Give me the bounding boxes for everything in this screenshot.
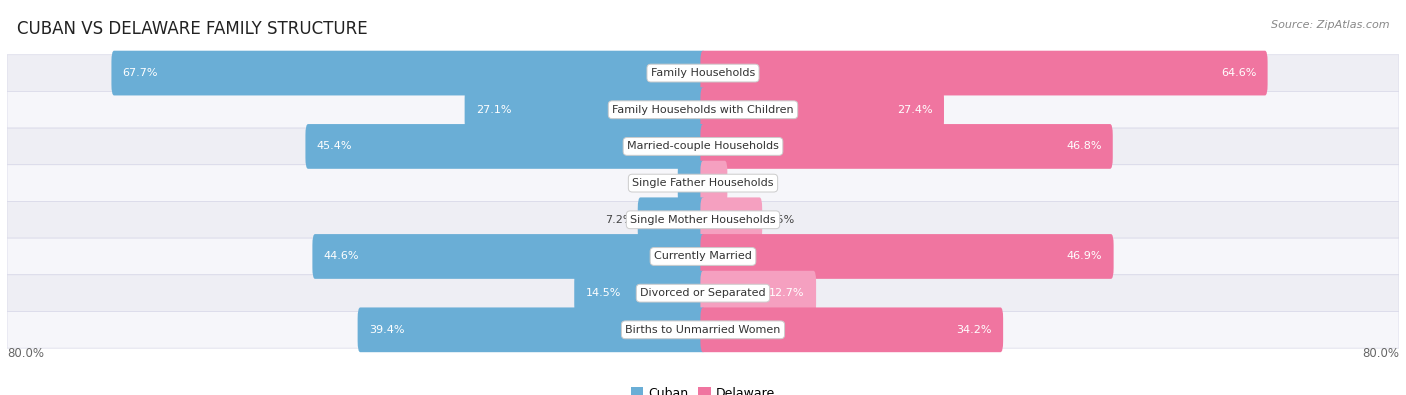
Text: Currently Married: Currently Married <box>654 252 752 261</box>
FancyBboxPatch shape <box>7 91 1399 128</box>
Legend: Cuban, Delaware: Cuban, Delaware <box>626 382 780 395</box>
Text: Family Households: Family Households <box>651 68 755 78</box>
FancyBboxPatch shape <box>7 55 1399 91</box>
FancyBboxPatch shape <box>7 128 1399 165</box>
Text: 27.4%: 27.4% <box>897 105 932 115</box>
FancyBboxPatch shape <box>7 238 1399 275</box>
Text: 2.5%: 2.5% <box>731 178 761 188</box>
Text: 64.6%: 64.6% <box>1220 68 1257 78</box>
FancyBboxPatch shape <box>700 124 1112 169</box>
Text: 80.0%: 80.0% <box>1362 347 1399 360</box>
FancyBboxPatch shape <box>700 307 1002 352</box>
Text: 12.7%: 12.7% <box>769 288 804 298</box>
Text: Single Mother Households: Single Mother Households <box>630 215 776 225</box>
Text: 7.2%: 7.2% <box>605 215 633 225</box>
Text: CUBAN VS DELAWARE FAMILY STRUCTURE: CUBAN VS DELAWARE FAMILY STRUCTURE <box>17 20 367 38</box>
FancyBboxPatch shape <box>700 87 943 132</box>
Text: 27.1%: 27.1% <box>477 105 512 115</box>
FancyBboxPatch shape <box>700 234 1114 279</box>
FancyBboxPatch shape <box>700 271 815 316</box>
Text: 46.9%: 46.9% <box>1067 252 1102 261</box>
FancyBboxPatch shape <box>305 124 706 169</box>
Text: 39.4%: 39.4% <box>368 325 405 335</box>
FancyBboxPatch shape <box>574 271 706 316</box>
Text: 14.5%: 14.5% <box>585 288 621 298</box>
Text: 6.5%: 6.5% <box>766 215 794 225</box>
Text: 45.4%: 45.4% <box>316 141 353 151</box>
FancyBboxPatch shape <box>700 51 1268 96</box>
FancyBboxPatch shape <box>7 312 1399 348</box>
FancyBboxPatch shape <box>357 307 706 352</box>
Text: Births to Unmarried Women: Births to Unmarried Women <box>626 325 780 335</box>
FancyBboxPatch shape <box>678 161 706 205</box>
Text: 44.6%: 44.6% <box>323 252 359 261</box>
Text: 34.2%: 34.2% <box>956 325 991 335</box>
Text: Source: ZipAtlas.com: Source: ZipAtlas.com <box>1271 20 1389 30</box>
Text: Family Households with Children: Family Households with Children <box>612 105 794 115</box>
FancyBboxPatch shape <box>464 87 706 132</box>
FancyBboxPatch shape <box>7 165 1399 201</box>
Text: 46.8%: 46.8% <box>1066 141 1101 151</box>
FancyBboxPatch shape <box>700 198 762 242</box>
Text: Divorced or Separated: Divorced or Separated <box>640 288 766 298</box>
FancyBboxPatch shape <box>312 234 706 279</box>
FancyBboxPatch shape <box>700 161 727 205</box>
FancyBboxPatch shape <box>638 198 706 242</box>
Text: 2.6%: 2.6% <box>645 178 673 188</box>
FancyBboxPatch shape <box>111 51 706 96</box>
Text: 67.7%: 67.7% <box>122 68 159 78</box>
Text: 80.0%: 80.0% <box>7 347 44 360</box>
FancyBboxPatch shape <box>7 275 1399 312</box>
Text: Single Father Households: Single Father Households <box>633 178 773 188</box>
Text: Married-couple Households: Married-couple Households <box>627 141 779 151</box>
FancyBboxPatch shape <box>7 201 1399 238</box>
